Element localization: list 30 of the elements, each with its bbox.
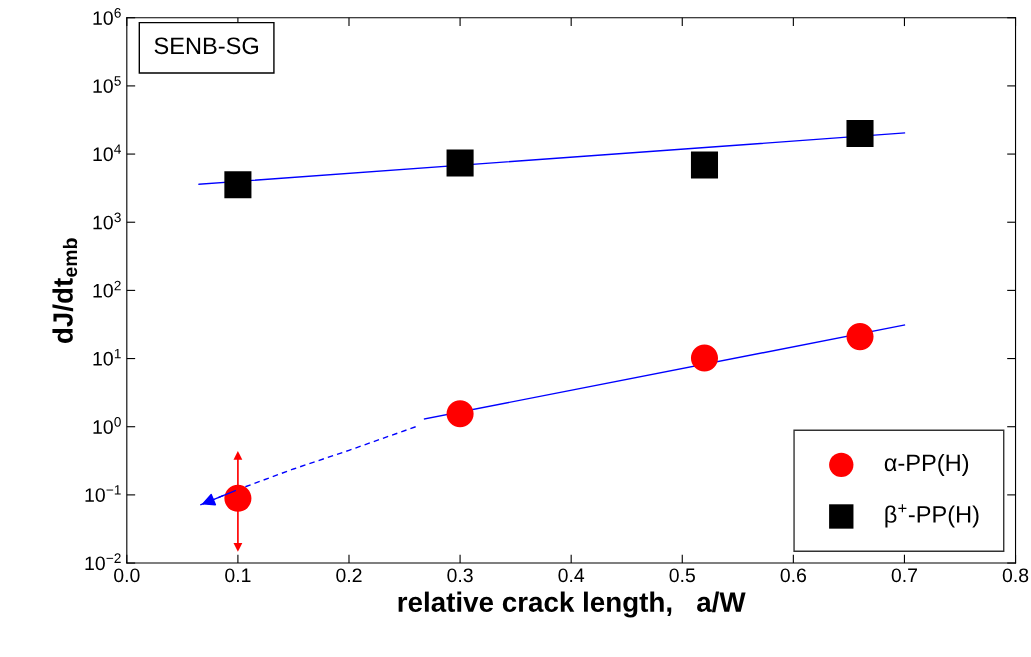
- legend-label: β$^{+}$-PP(H): [885, 504, 979, 528]
- x-tick-label: 0.6: [780, 568, 807, 583]
- y-tick-label: 10$^{−1}$: [85, 485, 121, 502]
- point: [446, 149, 474, 177]
- x-tick-label: 0.1: [225, 568, 251, 583]
- y-axis-title: dJ/dt$_{emb}$: [52, 238, 78, 343]
- point: [690, 344, 719, 372]
- point: [224, 171, 252, 199]
- y-tick-label: 10$^{3}$: [93, 212, 121, 230]
- line-series: [198, 426, 417, 507]
- y-tick-label: 10$^{2}$: [93, 280, 121, 298]
- y-tick-label: 10$^{4}$: [93, 144, 121, 162]
- point: [446, 400, 474, 428]
- y-tick-label: 10$^{1}$: [93, 348, 121, 366]
- point: [224, 484, 252, 512]
- x-tick-label: 0.7: [891, 568, 917, 583]
- point: [690, 151, 719, 179]
- annotation: SENB-SG: [154, 37, 258, 55]
- y-tick-label: 10$^{5}$: [93, 76, 121, 93]
- y-tick-label: 10$^{0}$: [93, 417, 121, 434]
- x-tick-label: 0.5: [669, 568, 695, 583]
- legend-label: α-PP(H): [884, 453, 969, 476]
- x-axis-title: relative crack length, a/W: [398, 591, 746, 618]
- x-tick-label: 0.8: [1002, 568, 1029, 583]
- point: [846, 120, 874, 148]
- point: [846, 323, 874, 351]
- y-tick-label: 10$^{6}$: [93, 8, 121, 25]
- x-tick-label: 0.3: [447, 568, 473, 583]
- x-tick-label: 0.4: [558, 568, 585, 583]
- x-tick-label: 0.2: [336, 568, 362, 583]
